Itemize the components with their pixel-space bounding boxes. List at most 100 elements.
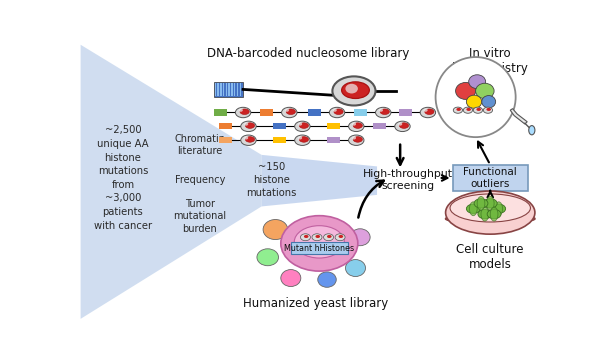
Bar: [226, 83, 227, 95]
Text: DNA-barcoded nucleosome library: DNA-barcoded nucleosome library: [206, 47, 409, 60]
Ellipse shape: [329, 107, 345, 118]
Bar: [354, 109, 367, 116]
Ellipse shape: [349, 121, 364, 131]
Ellipse shape: [478, 210, 492, 219]
Ellipse shape: [241, 121, 256, 131]
Bar: [228, 83, 230, 95]
Ellipse shape: [483, 107, 492, 113]
Ellipse shape: [257, 249, 279, 266]
Text: High-throughput
screening: High-throughput screening: [363, 169, 453, 192]
Ellipse shape: [285, 109, 289, 112]
Ellipse shape: [241, 135, 256, 145]
Ellipse shape: [425, 109, 434, 114]
Ellipse shape: [482, 95, 495, 108]
Ellipse shape: [420, 107, 436, 118]
Ellipse shape: [353, 137, 362, 142]
Bar: [327, 137, 340, 143]
Ellipse shape: [487, 210, 501, 219]
Ellipse shape: [246, 123, 255, 129]
Ellipse shape: [294, 121, 310, 131]
Text: Tumor
mutational
burden: Tumor mutational burden: [173, 199, 226, 234]
FancyBboxPatch shape: [291, 242, 348, 254]
Text: ~2,500
unique AA
histone
mutations
from
~3,000
patients
with cancer: ~2,500 unique AA histone mutations from …: [94, 125, 152, 230]
Ellipse shape: [244, 136, 248, 140]
Ellipse shape: [486, 197, 494, 210]
Bar: [214, 82, 243, 97]
Polygon shape: [81, 45, 261, 319]
Ellipse shape: [304, 235, 308, 238]
Ellipse shape: [483, 199, 497, 208]
Bar: [273, 123, 286, 130]
Ellipse shape: [467, 108, 471, 111]
Ellipse shape: [299, 123, 308, 129]
Ellipse shape: [298, 122, 302, 126]
FancyBboxPatch shape: [453, 165, 528, 191]
Ellipse shape: [299, 137, 308, 142]
Ellipse shape: [300, 234, 311, 241]
Ellipse shape: [395, 121, 410, 131]
Polygon shape: [510, 109, 527, 124]
Ellipse shape: [235, 107, 251, 118]
Bar: [219, 123, 232, 130]
Bar: [223, 83, 225, 95]
Bar: [214, 83, 216, 95]
Text: Frequency: Frequency: [175, 175, 225, 185]
Text: ~150
histone
mutations: ~150 histone mutations: [246, 162, 297, 198]
Ellipse shape: [332, 76, 376, 105]
Ellipse shape: [323, 234, 334, 241]
Ellipse shape: [376, 107, 391, 118]
Bar: [231, 83, 232, 95]
Ellipse shape: [263, 220, 288, 239]
Ellipse shape: [294, 135, 310, 145]
Circle shape: [436, 57, 516, 137]
Ellipse shape: [312, 234, 322, 241]
Bar: [219, 137, 232, 143]
Text: In vitro
biochemistry: In vitro biochemistry: [452, 47, 529, 75]
Polygon shape: [261, 155, 377, 206]
Ellipse shape: [398, 122, 402, 126]
Ellipse shape: [238, 109, 243, 112]
Ellipse shape: [456, 108, 461, 111]
Ellipse shape: [341, 82, 370, 99]
Ellipse shape: [350, 229, 370, 246]
Ellipse shape: [281, 270, 301, 287]
Ellipse shape: [495, 202, 503, 216]
Ellipse shape: [315, 235, 320, 238]
Ellipse shape: [318, 272, 337, 287]
Ellipse shape: [450, 194, 530, 222]
Ellipse shape: [476, 83, 494, 99]
Ellipse shape: [379, 109, 383, 112]
Ellipse shape: [486, 108, 491, 111]
Ellipse shape: [481, 207, 489, 221]
Ellipse shape: [353, 123, 362, 129]
Text: Functional
outliers: Functional outliers: [464, 167, 517, 189]
Ellipse shape: [492, 204, 506, 213]
Ellipse shape: [490, 207, 498, 221]
Ellipse shape: [477, 197, 485, 210]
Text: Humanized yeast library: Humanized yeast library: [243, 297, 388, 310]
Ellipse shape: [244, 122, 248, 126]
Ellipse shape: [474, 199, 488, 208]
Ellipse shape: [294, 226, 344, 258]
Ellipse shape: [298, 136, 302, 140]
Ellipse shape: [467, 204, 480, 213]
Ellipse shape: [380, 109, 389, 114]
Bar: [273, 137, 286, 143]
Ellipse shape: [423, 109, 427, 112]
Ellipse shape: [282, 107, 297, 118]
Ellipse shape: [399, 123, 409, 129]
Ellipse shape: [335, 234, 345, 241]
Ellipse shape: [445, 191, 535, 234]
Ellipse shape: [453, 107, 462, 113]
Ellipse shape: [349, 135, 364, 145]
Ellipse shape: [333, 109, 337, 112]
Bar: [373, 123, 386, 130]
Ellipse shape: [464, 107, 473, 113]
Ellipse shape: [338, 235, 343, 238]
Ellipse shape: [286, 109, 296, 114]
Ellipse shape: [445, 214, 535, 223]
Ellipse shape: [467, 95, 482, 108]
Ellipse shape: [476, 108, 481, 111]
Bar: [260, 109, 273, 116]
Bar: [220, 83, 222, 95]
